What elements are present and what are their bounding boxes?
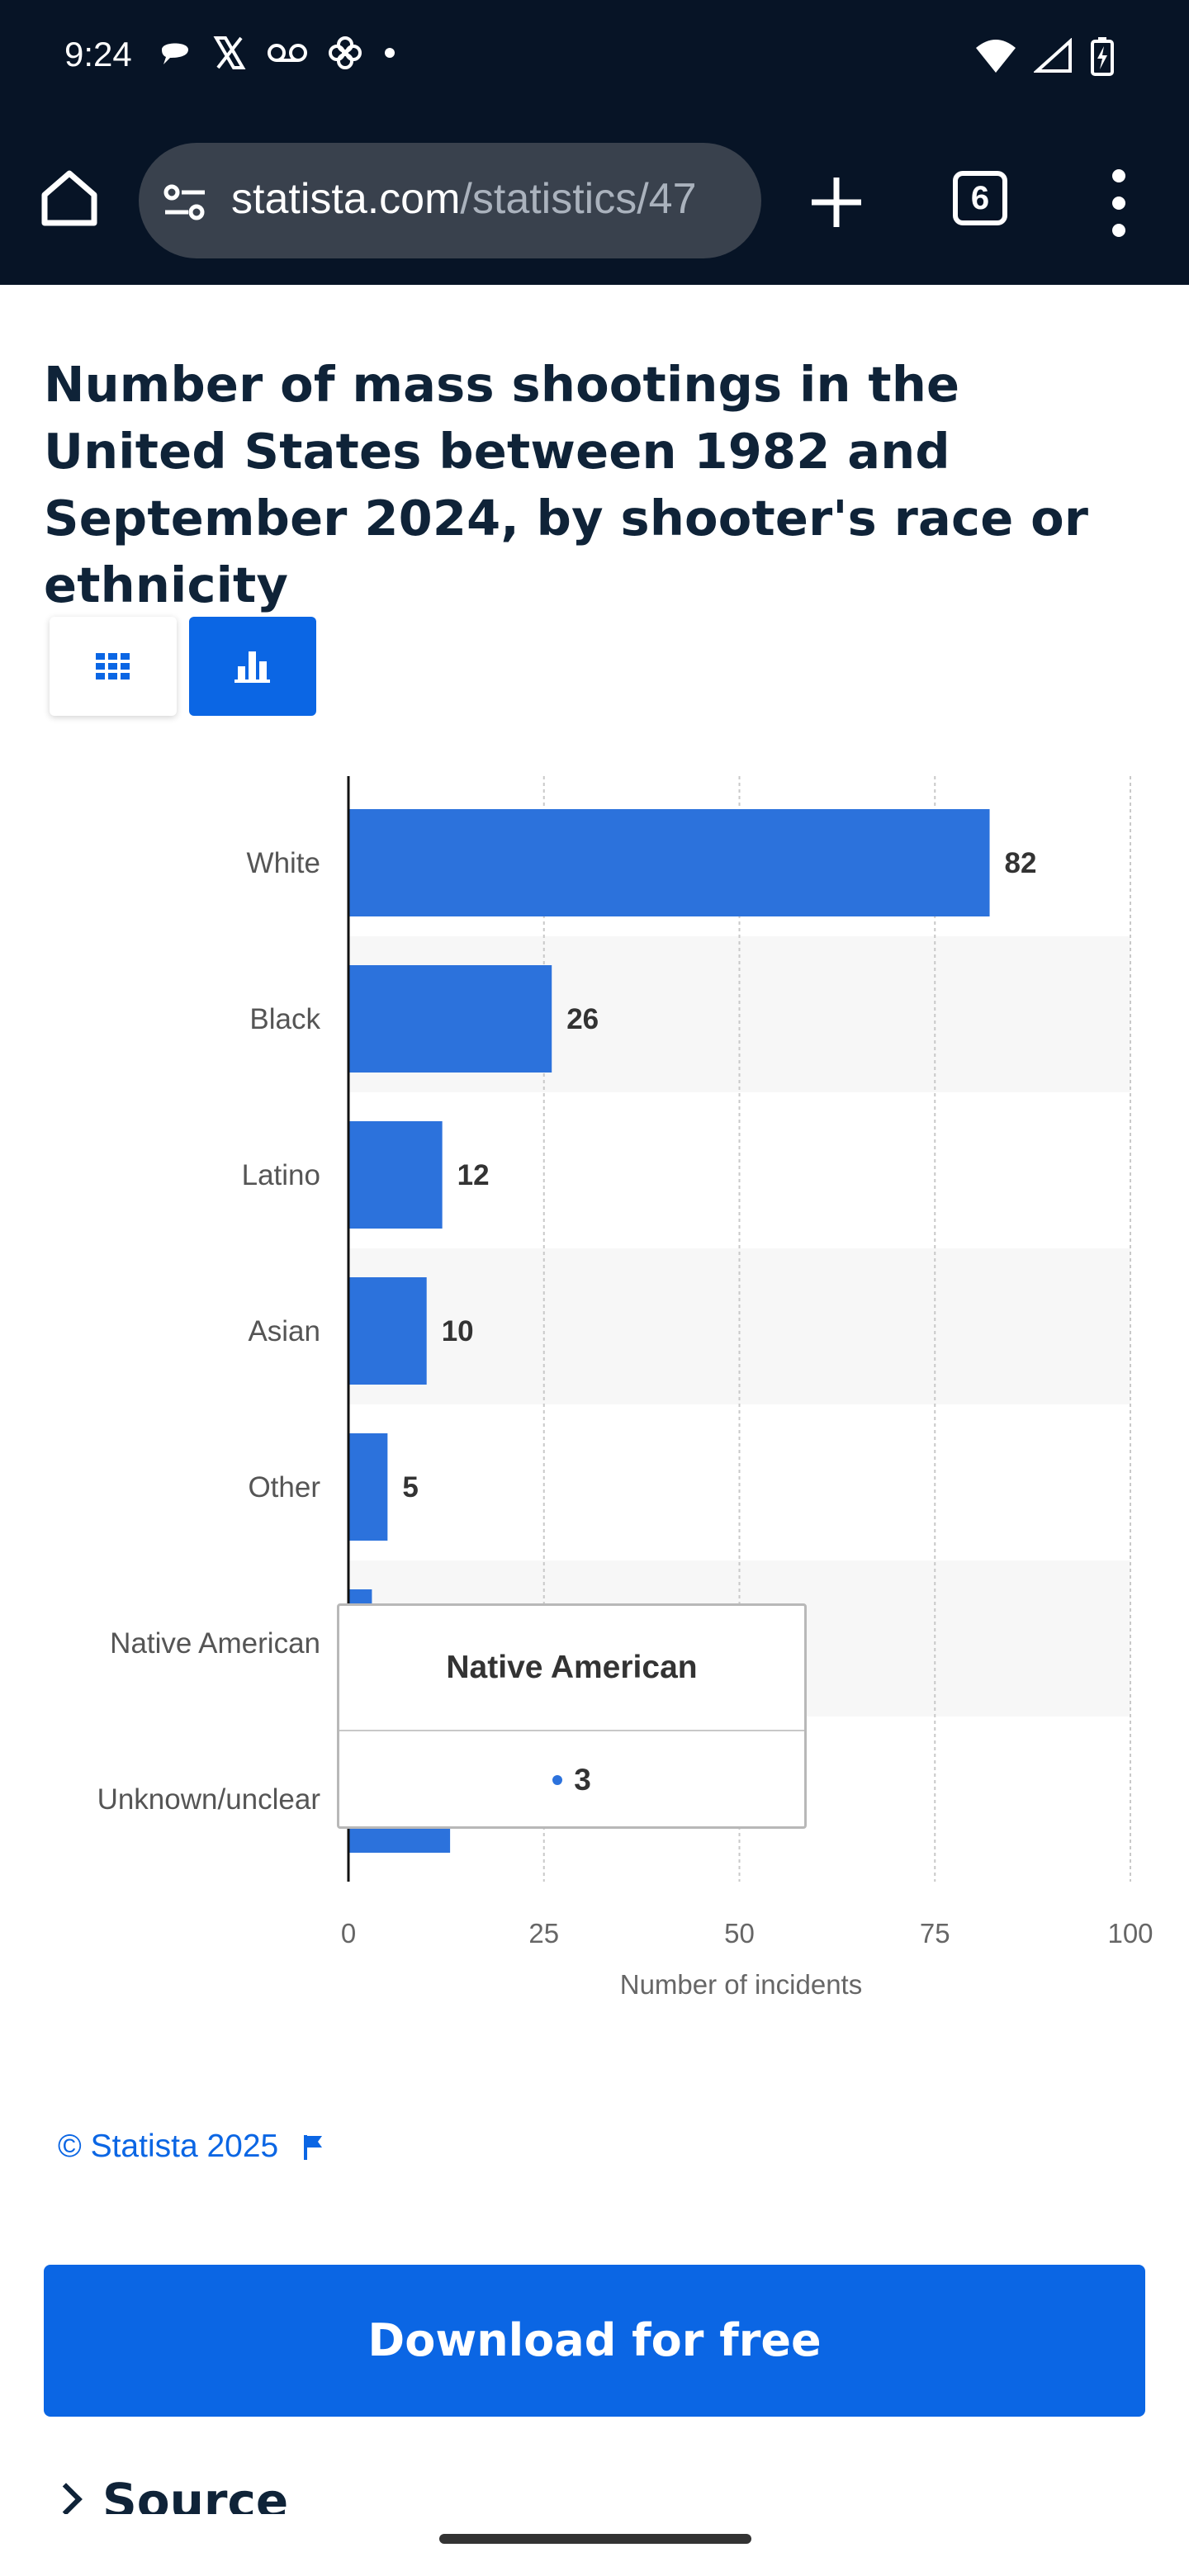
bar-black xyxy=(348,965,552,1073)
x-tick-label: 0 xyxy=(341,1918,356,1949)
category-label: Asian xyxy=(248,1315,320,1347)
gesture-navigation-bar[interactable] xyxy=(439,2534,751,2544)
new-tab-icon[interactable] xyxy=(805,171,868,234)
url-path: /statistics/47 xyxy=(460,175,697,223)
url-text: statista.com/statistics/47 xyxy=(231,174,697,224)
site-settings-icon[interactable] xyxy=(162,179,208,225)
x-tick-label: 50 xyxy=(724,1918,755,1949)
chevron-right-icon xyxy=(54,2483,83,2514)
tooltip-value-row: 3 xyxy=(339,1731,804,1829)
x-tick-label: 25 xyxy=(528,1918,559,1949)
home-icon[interactable] xyxy=(36,165,102,231)
chart-tooltip: Native American 3 xyxy=(337,1603,807,1829)
x-logo-icon xyxy=(213,36,246,69)
tab-switcher-button[interactable]: 6 xyxy=(953,171,1007,225)
data-label: 82 xyxy=(1005,847,1037,879)
bar-asian xyxy=(348,1277,427,1385)
x-tick-label: 75 xyxy=(920,1918,950,1949)
chart-title: Number of mass shootings in the United S… xyxy=(44,356,1089,613)
category-label: Unknown/unclear xyxy=(97,1783,321,1816)
data-label: 12 xyxy=(457,1159,490,1191)
browser-toolbar: statista.com/statistics/47 6 xyxy=(0,120,1189,285)
table-view-button[interactable] xyxy=(50,617,177,716)
url-domain: statista.com xyxy=(231,175,461,223)
category-label: White xyxy=(247,847,320,879)
pinwheel-icon xyxy=(329,36,362,69)
tooltip-value: 3 xyxy=(574,1763,591,1797)
source-accordion[interactable]: Source xyxy=(54,2465,288,2514)
source-label: Source xyxy=(102,2473,289,2514)
bar-other xyxy=(348,1433,388,1541)
series-dot-icon xyxy=(552,1775,563,1785)
bar-chart-icon xyxy=(234,651,270,683)
data-label: 5 xyxy=(402,1471,418,1503)
battery-charging-icon xyxy=(1091,37,1114,76)
copyright-text: © Statista 2025 xyxy=(58,2129,279,2164)
dot-icon xyxy=(385,48,395,58)
chart-view-button[interactable] xyxy=(189,617,316,716)
data-label: 10 xyxy=(442,1315,474,1347)
category-label: Other xyxy=(248,1471,320,1503)
system-icons xyxy=(974,36,1115,76)
bar-chart: White 82 Black 26 Latino 12 Asian 10 Other 5 Nativ… xyxy=(97,776,1153,2000)
status-bar: 9:24 xyxy=(0,0,1189,120)
category-label: Black xyxy=(249,1003,320,1035)
copyright-link[interactable]: © Statista 2025 xyxy=(58,2129,324,2165)
bar-latino xyxy=(348,1121,443,1229)
download-button[interactable]: Download for free xyxy=(44,2265,1145,2417)
category-label: Native American xyxy=(110,1627,320,1660)
category-label: Latino xyxy=(242,1159,320,1191)
tooltip-category: Native American xyxy=(446,1650,698,1685)
x-axis-title: Number of incidents xyxy=(620,1969,862,2000)
flag-icon[interactable] xyxy=(301,2133,324,2161)
notification-icons xyxy=(157,35,398,71)
signal-icon xyxy=(1034,38,1072,73)
grid-icon xyxy=(96,653,130,680)
chat-bubble-icon xyxy=(162,43,188,64)
more-menu-icon[interactable] xyxy=(1106,166,1131,240)
data-label: 26 xyxy=(566,1003,599,1035)
x-tick-label: 100 xyxy=(1107,1918,1153,1949)
address-bar[interactable]: statista.com/statistics/47 xyxy=(139,143,761,258)
bar-white xyxy=(348,809,990,916)
voicemail-icon xyxy=(268,44,307,62)
tooltip-divider xyxy=(339,1730,804,1731)
status-time: 9:24 xyxy=(64,35,132,73)
wifi-icon xyxy=(976,40,1016,73)
